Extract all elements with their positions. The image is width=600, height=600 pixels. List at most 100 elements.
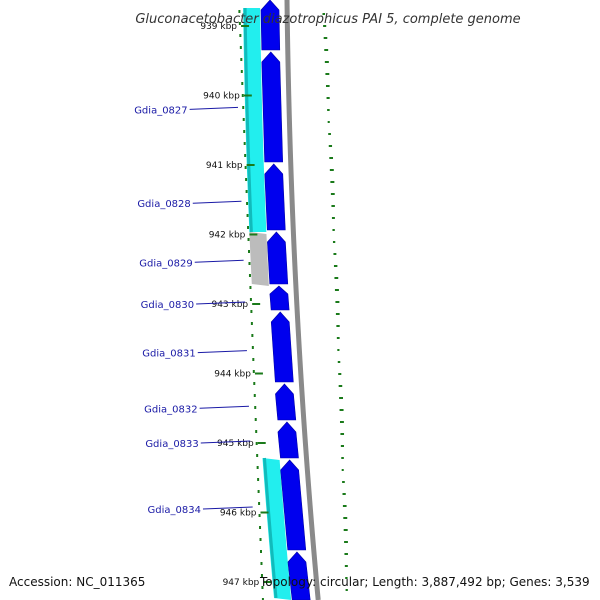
gc-dot-inner (242, 118, 245, 121)
tick-label: 944 kbp (214, 370, 251, 380)
gc-dot-inner (260, 562, 263, 565)
gc-dot-inner (255, 442, 258, 445)
gc-dot-outer (330, 181, 335, 183)
gene-leader-line (194, 259, 244, 263)
gc-dot-outer (332, 241, 336, 243)
gc-dot-outer (345, 577, 348, 579)
gene-arrow (261, 51, 284, 163)
gc-dot-outer (327, 121, 330, 123)
gc-dot-outer (339, 409, 344, 411)
gc-dot-inner (240, 58, 243, 61)
gc-dot-outer (344, 541, 348, 543)
gc-dot-inner (246, 214, 249, 217)
tick-label: 941 kbp (206, 161, 243, 171)
gene-arrow (270, 311, 294, 383)
gc-dot-inner (253, 382, 256, 385)
gc-dot-outer (342, 493, 346, 495)
gc-dot-outer (322, 13, 326, 15)
gc-dot-outer (340, 445, 345, 447)
gene-arrow (267, 231, 289, 285)
gc-dot-inner (244, 154, 247, 157)
gc-dot-inner (252, 370, 255, 373)
gc-dot-inner (250, 322, 253, 325)
cyan-band-top-edge (243, 7, 253, 233)
gc-dot-inner (256, 466, 259, 469)
tick-label: 946 kbp (220, 509, 257, 519)
gc-dot-inner (241, 82, 244, 85)
cyan-band-bottom-edge (262, 457, 278, 599)
gc-dot-inner (250, 310, 253, 313)
gc-dot-outer (325, 85, 330, 87)
gc-dot-inner (241, 94, 244, 97)
gc-dot-inner (259, 538, 262, 541)
gc-dot-inner (239, 46, 242, 49)
gene-label-gdia_0829: Gdia_0829 (139, 258, 192, 269)
gene-arrow (269, 285, 290, 311)
gene-leader-line (196, 301, 246, 305)
gc-dot-inner (249, 298, 252, 301)
gc-dot-outer (325, 73, 330, 75)
backbone-line (284, 0, 321, 600)
gene-label-gdia_0827: Gdia_0827 (134, 105, 187, 116)
gc-dot-outer (329, 169, 334, 171)
gc-dot-outer (343, 529, 348, 531)
gc-dot-outer (326, 97, 330, 99)
gc-dot-outer (340, 433, 345, 435)
gc-dot-outer (334, 277, 339, 279)
gc-dot-outer (342, 481, 345, 483)
gc-dot-inner (248, 274, 251, 277)
gc-dot-outer (342, 505, 347, 507)
map-title: Gluconacetobacter diazotrophicus PAI 5, … (135, 12, 520, 27)
gc-dot-outer (328, 145, 333, 147)
gene-arrows (260, 0, 311, 600)
gc-dot-inner (261, 598, 264, 600)
gc-dot-outer (336, 337, 340, 339)
gc-dot-inner (260, 574, 263, 577)
gc-dot-inner (257, 478, 260, 481)
tick-label: 940 kbp (203, 92, 240, 102)
gc-dot-inner (243, 142, 246, 145)
gc-dot-inner (247, 238, 250, 241)
gc-dot-outer (339, 421, 344, 423)
gc-dot-inner (251, 346, 254, 349)
gc-dot-inner (249, 286, 252, 289)
gc-dot-outer (345, 589, 348, 591)
gc-dot-outer (339, 397, 343, 399)
tick-label: 945 kbp (217, 439, 254, 449)
gc-dot-inner (253, 394, 256, 397)
gc-dot-outer (329, 157, 334, 159)
gene-arrow (277, 421, 299, 459)
feature-bands (243, 7, 292, 600)
gene-leader-line (189, 106, 239, 110)
gc-dot-inner (238, 10, 241, 13)
gc-dot-outer (336, 325, 340, 327)
gene-leader-line (199, 405, 249, 409)
gc-dot-outer (335, 301, 340, 303)
gc-dot-inner (245, 178, 248, 181)
gc-dot-outer (331, 217, 335, 219)
gc-dot-outer (330, 193, 335, 195)
gc-dot-inner (257, 490, 260, 493)
gene-arrow (264, 163, 286, 231)
gc-dot-outer (333, 253, 337, 255)
gene-arrow (287, 551, 311, 600)
gc-dot-inner (244, 166, 247, 169)
gene-label-gdia_0830: Gdia_0830 (141, 300, 194, 311)
gc-dot-outer (344, 553, 348, 555)
gc-dot-inner (245, 190, 248, 193)
gc-dot-outer (344, 565, 348, 567)
gene-label-gdia_0832: Gdia_0832 (144, 404, 197, 415)
gc-dot-inner (260, 550, 262, 553)
tick-label: 947 kbp (223, 578, 260, 588)
gc-dot-inner (248, 250, 250, 253)
gc-dot-outer (334, 289, 339, 291)
gc-dot-outer (341, 469, 344, 471)
gc-dot-inner (258, 514, 261, 517)
gene-label-gdia_0833: Gdia_0833 (145, 439, 198, 450)
gc-dot-inner (251, 334, 254, 337)
topology-text: Topology: circular; Length: 3,887,492 bp… (259, 575, 590, 589)
gc-dot-inner (239, 34, 242, 37)
gene-labels: Gdia_0827 Gdia_0828 Gdia_0829 Gdia_0830 Gdia… (134, 105, 253, 516)
gc-dots (238, 10, 348, 600)
gc-dot-outer (337, 361, 341, 363)
